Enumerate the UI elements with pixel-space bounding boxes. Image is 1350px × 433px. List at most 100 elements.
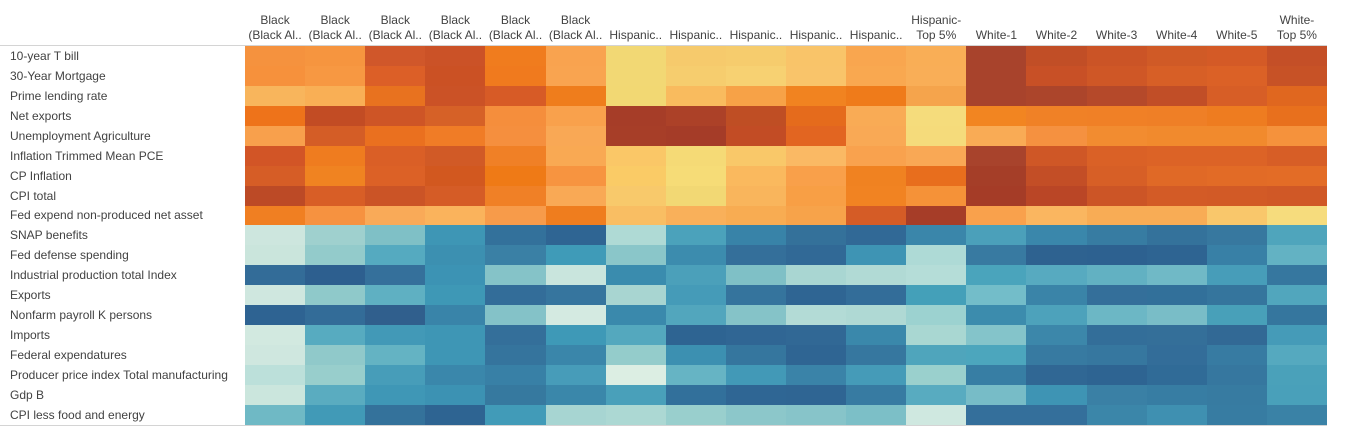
heatmap-cell[interactable] [1146, 165, 1207, 186]
heatmap-cell[interactable] [846, 65, 907, 86]
heatmap-cell[interactable] [305, 245, 366, 266]
heatmap-cell[interactable] [1266, 65, 1327, 86]
heatmap-cell[interactable] [1086, 225, 1147, 246]
heatmap-cell[interactable] [906, 265, 967, 286]
heatmap-cell[interactable] [846, 404, 907, 425]
heatmap-cell[interactable] [1206, 225, 1267, 246]
heatmap-cell[interactable] [245, 225, 306, 246]
heatmap-cell[interactable] [425, 245, 486, 266]
heatmap-cell[interactable] [605, 185, 666, 206]
heatmap-cell[interactable] [365, 325, 426, 346]
heatmap-cell[interactable] [1206, 265, 1267, 286]
heatmap-cell[interactable] [1086, 46, 1147, 66]
heatmap-cell[interactable] [485, 245, 546, 266]
heatmap-cell[interactable] [1206, 404, 1267, 425]
heatmap-cell[interactable] [605, 105, 666, 126]
heatmap-cell[interactable] [365, 404, 426, 425]
heatmap-cell[interactable] [425, 145, 486, 166]
heatmap-cell[interactable] [665, 245, 726, 266]
heatmap-cell[interactable] [425, 65, 486, 86]
heatmap-cell[interactable] [1026, 365, 1087, 385]
heatmap-cell[interactable] [245, 205, 306, 226]
heatmap-cell[interactable] [605, 404, 666, 425]
heatmap-cell[interactable] [725, 46, 786, 66]
heatmap-cell[interactable] [1266, 105, 1327, 126]
heatmap-cell[interactable] [1206, 165, 1267, 186]
heatmap-cell[interactable] [725, 145, 786, 166]
heatmap-cell[interactable] [425, 205, 486, 226]
heatmap-cell[interactable] [966, 46, 1027, 66]
heatmap-cell[interactable] [1206, 345, 1267, 365]
heatmap-cell[interactable] [785, 305, 847, 326]
heatmap-cell[interactable] [305, 285, 366, 306]
heatmap-cell[interactable] [1026, 145, 1087, 166]
heatmap-cell[interactable] [1146, 145, 1207, 166]
heatmap-cell[interactable] [485, 105, 546, 126]
heatmap-cell[interactable] [605, 245, 666, 266]
heatmap-cell[interactable] [1026, 384, 1087, 405]
heatmap-cell[interactable] [846, 245, 907, 266]
heatmap-cell[interactable] [365, 105, 426, 126]
heatmap-cell[interactable] [1026, 245, 1087, 266]
heatmap-cell[interactable] [1266, 404, 1327, 425]
heatmap-cell[interactable] [966, 105, 1027, 126]
heatmap-cell[interactable] [1086, 384, 1147, 405]
heatmap-cell[interactable] [605, 285, 666, 306]
heatmap-cell[interactable] [725, 305, 786, 326]
heatmap-cell[interactable] [725, 205, 786, 226]
heatmap-cell[interactable] [425, 85, 486, 106]
heatmap-cell[interactable] [1086, 265, 1147, 286]
heatmap-cell[interactable] [1086, 404, 1147, 425]
heatmap-cell[interactable] [846, 165, 907, 186]
heatmap-cell[interactable] [1086, 205, 1147, 226]
heatmap-cell[interactable] [305, 85, 366, 106]
heatmap-cell[interactable] [906, 245, 967, 266]
heatmap-cell[interactable] [1086, 185, 1147, 206]
heatmap-cell[interactable] [545, 245, 606, 266]
heatmap-cell[interactable] [305, 225, 366, 246]
heatmap-cell[interactable] [966, 65, 1027, 86]
heatmap-cell[interactable] [365, 245, 426, 266]
heatmap-cell[interactable] [785, 165, 847, 186]
heatmap-cell[interactable] [1086, 105, 1147, 126]
heatmap-cell[interactable] [425, 105, 486, 126]
heatmap-cell[interactable] [906, 225, 967, 246]
heatmap-cell[interactable] [665, 305, 726, 326]
heatmap-cell[interactable] [1266, 325, 1327, 346]
heatmap-cell[interactable] [1026, 105, 1087, 126]
heatmap-cell[interactable] [245, 345, 306, 365]
heatmap-cell[interactable] [785, 285, 847, 306]
heatmap-cell[interactable] [906, 384, 967, 405]
heatmap-cell[interactable] [906, 145, 967, 166]
heatmap-cell[interactable] [605, 225, 666, 246]
heatmap-cell[interactable] [245, 125, 306, 146]
heatmap-cell[interactable] [425, 265, 486, 286]
heatmap-cell[interactable] [545, 105, 606, 126]
heatmap-cell[interactable] [1266, 265, 1327, 286]
heatmap-cell[interactable] [966, 404, 1027, 425]
heatmap-cell[interactable] [545, 365, 606, 385]
heatmap-cell[interactable] [305, 205, 366, 226]
heatmap-cell[interactable] [245, 145, 306, 166]
heatmap-cell[interactable] [665, 85, 726, 106]
heatmap-cell[interactable] [425, 185, 486, 206]
heatmap-cell[interactable] [1086, 365, 1147, 385]
heatmap-cell[interactable] [966, 345, 1027, 365]
heatmap-cell[interactable] [1266, 225, 1327, 246]
heatmap-cell[interactable] [305, 125, 366, 146]
heatmap-cell[interactable] [1086, 345, 1147, 365]
heatmap-cell[interactable] [906, 365, 967, 385]
heatmap-cell[interactable] [245, 384, 306, 405]
heatmap-cell[interactable] [545, 145, 606, 166]
heatmap-cell[interactable] [245, 105, 306, 126]
heatmap-cell[interactable] [785, 185, 847, 206]
heatmap-cell[interactable] [846, 145, 907, 166]
heatmap-cell[interactable] [725, 285, 786, 306]
heatmap-cell[interactable] [485, 265, 546, 286]
heatmap-cell[interactable] [906, 185, 967, 206]
heatmap-cell[interactable] [1266, 145, 1327, 166]
heatmap-cell[interactable] [545, 205, 606, 226]
heatmap-cell[interactable] [966, 145, 1027, 166]
heatmap-cell[interactable] [365, 285, 426, 306]
heatmap-cell[interactable] [725, 265, 786, 286]
